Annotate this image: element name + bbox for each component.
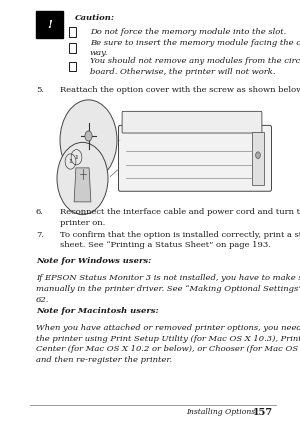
Text: 6.: 6. (36, 208, 44, 216)
Bar (69, 27, 76, 37)
Text: 1: 1 (68, 159, 73, 164)
Text: To confirm that the option is installed correctly, print a status
sheet. See “Pr: To confirm that the option is installed … (60, 231, 300, 249)
Text: Reconnect the interface cable and power cord and turn the
printer on.: Reconnect the interface cable and power … (60, 208, 300, 227)
Text: You should not remove any modules from the circuit
board. Otherwise, the printer: You should not remove any modules from t… (90, 57, 300, 76)
FancyBboxPatch shape (122, 111, 262, 133)
Bar (69, 43, 76, 53)
Circle shape (57, 142, 108, 215)
FancyBboxPatch shape (118, 125, 272, 191)
Text: Note for Windows users:: Note for Windows users: (36, 257, 151, 265)
Text: !: ! (47, 19, 52, 30)
Text: Caution:: Caution: (75, 14, 115, 22)
Text: 1: 1 (74, 155, 79, 160)
Circle shape (85, 131, 92, 141)
Bar (69, 62, 76, 71)
Text: Reattach the option cover with the screw as shown below.: Reattach the option cover with the screw… (60, 86, 300, 94)
Text: When you have attached or removed printer options, you need to delete
the printe: When you have attached or removed printe… (36, 324, 300, 364)
Bar (36, 11, 63, 38)
Polygon shape (74, 168, 91, 202)
Text: Note for Macintosh users:: Note for Macintosh users: (36, 307, 159, 315)
Text: If EPSON Status Monitor 3 is not installed, you have to make settings
manually i: If EPSON Status Monitor 3 is not install… (36, 274, 300, 303)
Text: 157: 157 (253, 408, 273, 417)
Text: Be sure to insert the memory module facing the correct
way.: Be sure to insert the memory module faci… (90, 39, 300, 57)
Text: 5.: 5. (36, 86, 44, 94)
Text: Installing Options: Installing Options (186, 408, 255, 416)
Text: Do not force the memory module into the slot.: Do not force the memory module into the … (90, 28, 286, 36)
Text: 7.: 7. (36, 231, 44, 239)
Circle shape (256, 152, 260, 159)
Circle shape (60, 100, 117, 181)
Bar (252, 132, 264, 185)
